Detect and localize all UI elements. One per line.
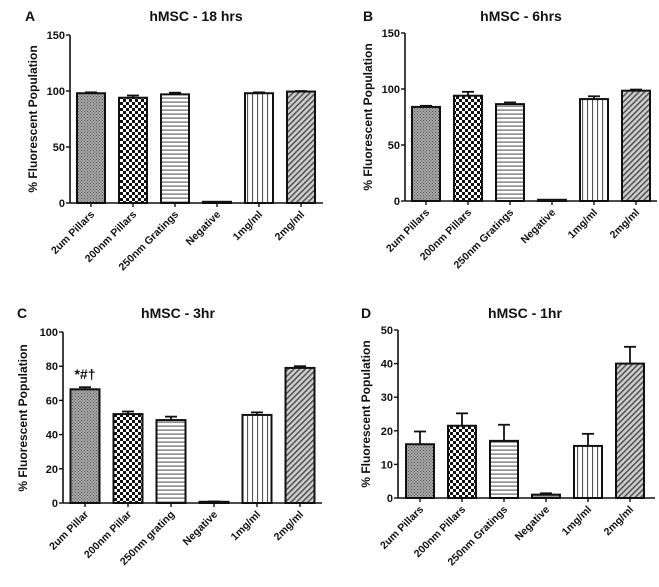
y-axis-label: % Fluorescent Population <box>26 45 40 192</box>
bar <box>202 200 232 205</box>
significance-annotation: *#† <box>74 366 95 382</box>
x-tick-label: Negative <box>181 509 221 549</box>
y-tick-label: 0 <box>394 196 400 208</box>
bar <box>573 444 603 500</box>
y-tick-label: 50 <box>53 142 65 154</box>
bar <box>615 362 645 499</box>
bar <box>241 413 273 504</box>
y-tick-label: 20 <box>46 464 58 476</box>
x-tick-label: 2mg/ml <box>273 209 308 244</box>
y-tick-label: 0 <box>387 493 393 505</box>
y-tick-label: 60 <box>46 395 58 407</box>
bar <box>284 366 316 504</box>
panel-b: B hMSC - 6hrs % Fluorescent Population 0… <box>361 8 657 271</box>
bar <box>447 424 477 500</box>
chart-title: hMSC - 6hrs <box>480 8 562 24</box>
x-tick-label: Negative <box>184 209 224 249</box>
bar <box>198 500 230 504</box>
panel-d: D hMSC - 1hr % Fluorescent Population 0 1… <box>359 305 655 568</box>
bar <box>495 103 525 202</box>
panel-label: D <box>361 305 371 321</box>
panel-label: B <box>363 8 373 24</box>
panel-a: A hMSC - 18 hrs % Fluorescent Population… <box>25 8 323 273</box>
x-tick-label: Negative <box>513 504 553 544</box>
panel-label: C <box>17 305 27 321</box>
bar <box>411 105 441 202</box>
chart-title: hMSC - 3hr <box>141 305 215 321</box>
bar <box>537 198 567 203</box>
chart-title: hMSC - 1hr <box>488 305 562 321</box>
y-axis-label: % Fluorescent Population <box>16 344 30 491</box>
bar <box>160 93 190 204</box>
bar <box>579 98 609 202</box>
x-tick-label: 2mg/ml <box>272 509 307 544</box>
y-tick-label: 150 <box>47 30 65 42</box>
y-tick-label: 100 <box>40 327 58 339</box>
y-tick-label: 100 <box>382 84 400 96</box>
y-tick-label: 10 <box>381 459 393 471</box>
x-tick-label: 1mg/ml <box>560 504 595 539</box>
panel-c: C hMSC - 3hr % Fluorescent Population 02… <box>16 305 322 568</box>
y-axis-label: % Fluorescent Population <box>361 43 375 190</box>
y-tick-label: 40 <box>381 359 393 371</box>
bar <box>118 96 148 204</box>
y-tick-label: 0 <box>52 498 58 510</box>
y-tick-label: 20 <box>381 426 393 438</box>
y-axis-label: % Fluorescent Population <box>359 340 373 487</box>
y-tick-label: 0 <box>59 198 65 210</box>
bar <box>405 443 435 499</box>
y-tick-label: 30 <box>381 392 393 404</box>
x-tick-label: 1mg/ml <box>231 209 266 244</box>
x-tick-label: 2um Pillar <box>47 509 91 553</box>
bar <box>621 89 651 202</box>
bar <box>453 94 483 202</box>
y-tick-label: 50 <box>381 325 393 337</box>
bar <box>531 493 561 500</box>
y-tick-label: 50 <box>388 140 400 152</box>
x-tick-label: Negative <box>519 207 559 247</box>
bar <box>112 413 144 504</box>
bar <box>76 92 106 204</box>
x-tick-label: 2mg/ml <box>602 504 637 539</box>
bar <box>155 419 187 504</box>
y-tick-label: 100 <box>47 86 65 98</box>
y-tick-label: 150 <box>382 28 400 40</box>
panel-label: A <box>25 8 35 24</box>
bar <box>244 92 274 204</box>
x-tick-label: 1mg/ml <box>229 509 264 544</box>
y-tick-label: 40 <box>46 430 58 442</box>
x-tick-label: 2mg/ml <box>608 207 643 242</box>
bar <box>489 439 519 500</box>
y-tick-label: 80 <box>46 361 58 373</box>
bar <box>286 90 316 204</box>
chart-title: hMSC - 18 hrs <box>149 8 243 24</box>
x-tick-label: 1mg/ml <box>566 207 601 242</box>
bar <box>69 388 101 504</box>
